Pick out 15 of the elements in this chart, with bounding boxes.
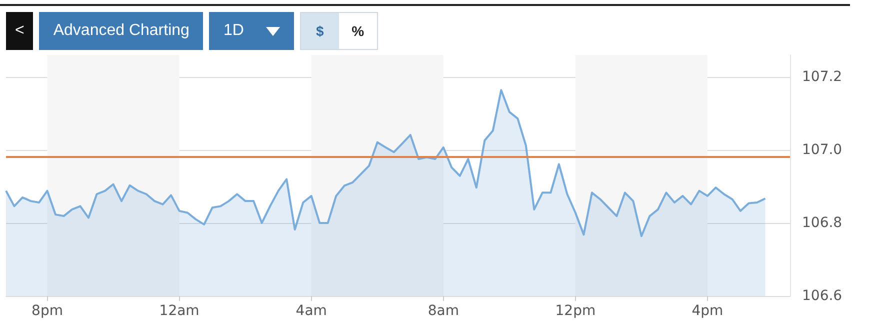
x-tick-label: 8am bbox=[428, 303, 459, 319]
x-tick-label: 12am bbox=[159, 303, 200, 319]
y-tick-label: 106.6 bbox=[802, 288, 842, 304]
x-tick-label: 12pm bbox=[555, 303, 596, 319]
text: Advanced Charting bbox=[39, 12, 204, 50]
text: 1D bbox=[223, 22, 244, 40]
x-tick-label: 4am bbox=[296, 303, 327, 319]
x-tick-label: 4pm bbox=[692, 303, 724, 319]
text: < bbox=[15, 22, 24, 40]
text: $ bbox=[300, 13, 339, 49]
text: % bbox=[350, 22, 366, 41]
y-tick-label: 107.2 bbox=[802, 68, 842, 85]
y-tick-label: 106.8 bbox=[802, 214, 842, 231]
x-tick-label: 8pm bbox=[32, 303, 63, 319]
y-tick-label: 107.0 bbox=[802, 142, 842, 158]
